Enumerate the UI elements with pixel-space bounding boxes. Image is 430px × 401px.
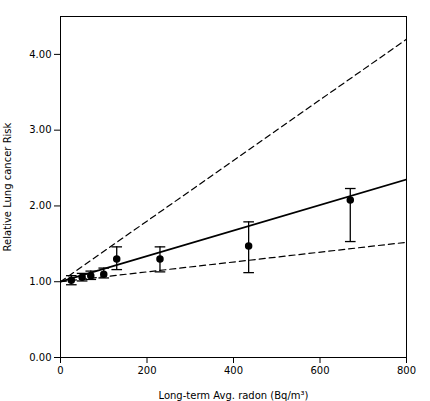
svg-text:200: 200 (137, 365, 156, 376)
svg-text:2.00: 2.00 (29, 200, 51, 211)
svg-text:800: 800 (397, 365, 416, 376)
svg-text:0.00: 0.00 (29, 352, 51, 363)
svg-text:1.00: 1.00 (29, 276, 51, 287)
svg-text:0: 0 (57, 365, 63, 376)
svg-text:Long-term Avg. radon (Bq/m³): Long-term Avg. radon (Bq/m³) (159, 390, 309, 401)
svg-text:600: 600 (310, 365, 329, 376)
svg-text:4.00: 4.00 (29, 49, 51, 60)
svg-text:3.00: 3.00 (29, 124, 51, 135)
svg-text:Relative Lung cancer Risk: Relative Lung cancer Risk (2, 122, 13, 251)
svg-text:400: 400 (224, 365, 243, 376)
